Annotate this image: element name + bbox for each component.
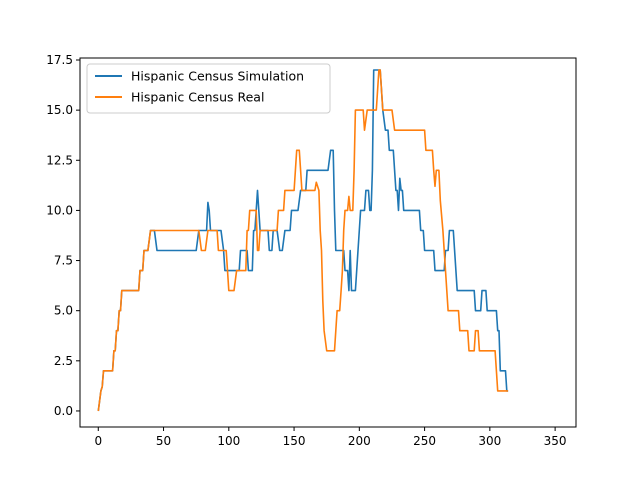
legend-label-simulation: Hispanic Census Simulation (131, 69, 304, 84)
x-tick-label: 300 (478, 434, 501, 448)
legend-box (86, 63, 331, 114)
y-tick-label: 5.0 (54, 304, 73, 318)
y-tick-label: 17.5 (46, 53, 73, 67)
y-tick-label: 0.0 (54, 404, 73, 418)
x-tick-label: 200 (348, 434, 371, 448)
x-tick-label: 50 (156, 434, 171, 448)
x-tick-label: 100 (217, 434, 240, 448)
x-tick-label: 250 (413, 434, 436, 448)
series-line-simulation (97, 69, 509, 412)
x-tick-label: 150 (283, 434, 306, 448)
series-layer (97, 69, 509, 412)
y-tick-label: 7.5 (54, 254, 73, 268)
plot-frame (79, 57, 577, 428)
y-tick-label: 10.0 (46, 203, 73, 217)
legend-label-real: Hispanic Census Real (131, 90, 264, 105)
series-line-real (97, 69, 509, 412)
legend: Hispanic Census Simulation Hispanic Cens… (86, 63, 331, 114)
ticks-layer: 0 50 100 150 200 250 300 350 0.0 2.5 5.0 7.5 10.0 12.… (46, 53, 566, 448)
y-tick-label: 12.5 (46, 153, 73, 167)
x-tick-label: 0 (94, 434, 102, 448)
x-tick-label: 350 (544, 434, 567, 448)
y-tick-label: 2.5 (54, 354, 73, 368)
y-tick-label: 15.0 (46, 103, 73, 117)
